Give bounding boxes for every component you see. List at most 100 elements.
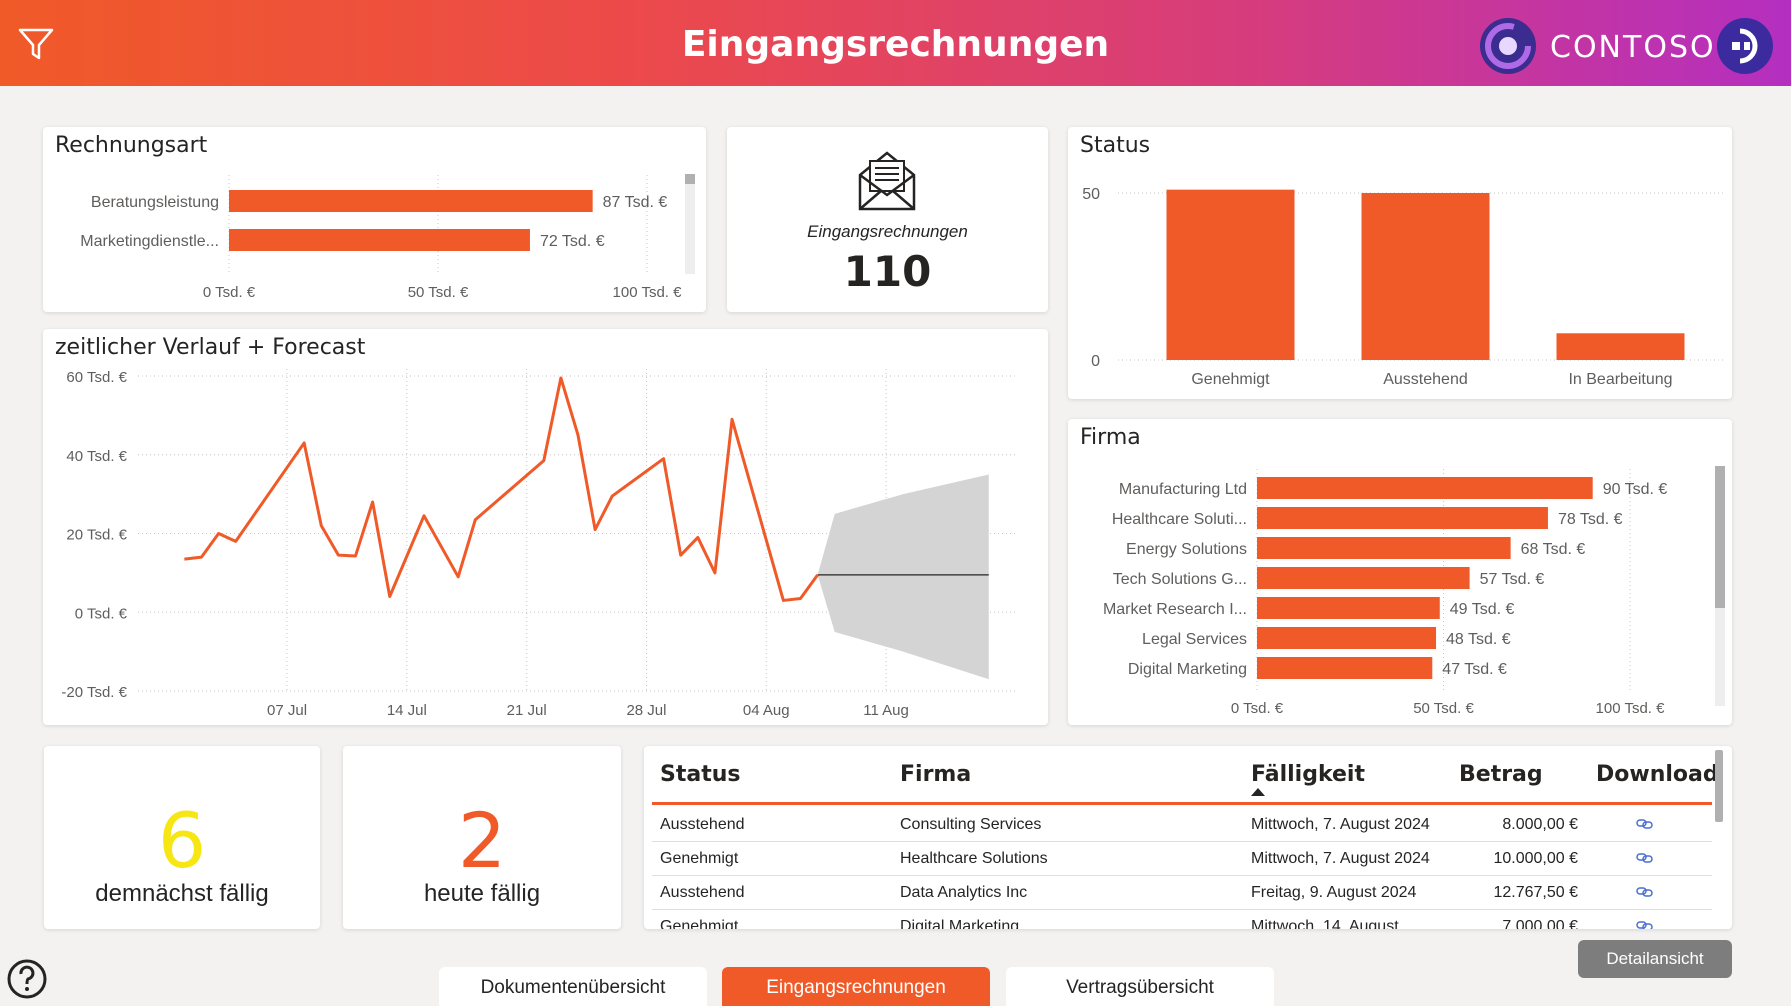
data-label: 49 Tsd. € (1450, 601, 1515, 618)
bar (1166, 189, 1295, 360)
x-tick-label: 0 Tsd. € (203, 284, 256, 301)
help-icon[interactable] (6, 958, 48, 1000)
bar (1257, 537, 1511, 559)
kpi-value: 110 (843, 247, 932, 296)
card-title: Status (1080, 133, 1151, 158)
firma-cell: Healthcare Solutions (900, 850, 1048, 867)
y-tick-label: 0 Tsd. € (75, 605, 128, 622)
category-label: Genehmigt (1191, 371, 1270, 388)
firma-chart: 0 Tsd. € 50 Tsd. € 100 Tsd. € Manufacturing… (1103, 469, 1668, 717)
bar (1257, 627, 1437, 649)
category-label: Tech Solutions G... (1113, 571, 1247, 588)
invoice-table: Status Firma Fälligkeit Betrag Download … (644, 746, 1732, 929)
x-tick-label: 21 Jul (507, 702, 547, 719)
data-label: 90 Tsd. € (1603, 481, 1668, 498)
category-label: Ausstehend (1383, 371, 1468, 388)
firma-cell: Consulting Services (900, 816, 1042, 833)
download-link-icon[interactable] (1636, 920, 1654, 929)
status-chart: 0 50 Genehmigt Ausstehend In Bearbeitung (1082, 186, 1723, 388)
bar (1257, 567, 1470, 589)
category-label: In Bearbeitung (1568, 371, 1672, 388)
col-header-betrag[interactable]: Betrag (1459, 762, 1543, 787)
status-cell: Genehmigt (660, 850, 739, 867)
category-label: Manufacturing Ltd (1119, 481, 1247, 498)
bar (229, 190, 593, 212)
table-row[interactable]: Ausstehend Consulting Services Mittwoch, 7… (652, 808, 1712, 842)
data-label: 78 Tsd. € (1558, 511, 1623, 528)
brand-name: CONTOSO (1550, 30, 1716, 65)
due-soon-card: 6 demnächst fällig (44, 746, 320, 929)
y-tick-label: 40 Tsd. € (66, 448, 127, 465)
col-header-status[interactable]: Status (660, 762, 741, 787)
download-link-icon[interactable] (1636, 886, 1654, 898)
col-header-faelligkeit[interactable]: Fälligkeit (1251, 762, 1365, 787)
x-tick-label: 50 Tsd. € (408, 284, 469, 301)
header-underline (652, 802, 1712, 805)
table-row[interactable]: Genehmigt Healthcare Solutions Mittwoch, 7… (652, 842, 1712, 876)
status-card: Status 0 50 Genehmigt Ausstehend In Bearbeit… (1068, 127, 1732, 399)
col-header-download[interactable]: Download (1596, 762, 1719, 787)
x-tick-label: 50 Tsd. € (1413, 700, 1474, 717)
data-label: 57 Tsd. € (1480, 571, 1545, 588)
firma-card: Firma 0 Tsd. € 50 Tsd. € 100 Tsd. € Manufac… (1068, 419, 1732, 725)
scrollbar[interactable] (1715, 750, 1725, 925)
y-tick-label: 60 Tsd. € (66, 369, 127, 386)
scrollbar[interactable] (685, 174, 695, 274)
contoso-logo-icon (1480, 18, 1536, 74)
x-tick-label: 07 Jul (267, 702, 307, 719)
x-tick-label: 14 Jul (387, 702, 427, 719)
tab-eingangsrechnungen[interactable]: Eingangsrechnungen (722, 967, 990, 1006)
rechnungsart-chart: 0 Tsd. € 50 Tsd. € 100 Tsd. € Beratungsleis… (80, 175, 683, 301)
bar (1361, 193, 1490, 360)
page-title: Eingangsrechnungen (681, 24, 1110, 65)
x-tick-label: 0 Tsd. € (1231, 700, 1284, 717)
status-cell: Genehmigt (660, 918, 739, 929)
header-bar: Eingangsrechnungen CONTOSO (0, 0, 1791, 86)
verlauf-card: zeitlicher Verlauf + Forecast 60 Tsd. € 4… (43, 329, 1048, 725)
app-nav-icon[interactable] (1716, 17, 1774, 75)
data-label: 48 Tsd. € (1446, 631, 1511, 648)
due-today-label: heute fällig (423, 880, 541, 907)
category-label: Marketingdienstle... (80, 233, 219, 250)
x-tick-label: 04 Aug (743, 702, 790, 719)
due-today-card: 2 heute fällig (343, 746, 621, 929)
x-tick-label: 11 Aug (863, 702, 909, 719)
sort-ascending-icon (1251, 788, 1265, 796)
category-label: Beratungsleistung (91, 194, 219, 211)
status-cell: Ausstehend (660, 884, 745, 901)
faelligkeit-cell: Mittwoch, 14. August (1251, 918, 1399, 929)
x-tick-label: 100 Tsd. € (1596, 700, 1666, 717)
y-tick-label: 20 Tsd. € (66, 527, 127, 544)
kpi-label: Eingangsrechnungen (807, 222, 968, 241)
faelligkeit-cell: Mittwoch, 7. August 2024 (1251, 850, 1430, 867)
firma-cell: Digital Marketing (900, 918, 1020, 929)
detailansicht-button[interactable]: Detailansicht (1578, 940, 1732, 978)
betrag-cell: 8.000,00 € (1502, 816, 1578, 833)
download-link-icon[interactable] (1636, 818, 1654, 830)
download-link-icon[interactable] (1636, 852, 1654, 864)
data-label: 87 Tsd. € (603, 194, 668, 211)
card-title: Rechnungsart (55, 133, 208, 158)
scrollbar[interactable] (1715, 466, 1725, 706)
table-row[interactable]: Genehmigt Digital Marketing Mittwoch, 14. … (652, 910, 1712, 929)
due-soon-value: 6 (157, 796, 207, 885)
table-row[interactable]: Ausstehend Data Analytics Inc Freitag, 9. … (652, 876, 1712, 910)
tab-vertragsuebersicht[interactable]: Vertragsübersicht (1006, 967, 1274, 1006)
col-header-firma[interactable]: Firma (900, 762, 972, 787)
y-tick-label: 0 (1091, 353, 1100, 370)
due-soon-label: demnächst fällig (95, 880, 269, 907)
series-line (184, 376, 819, 602)
bar (1257, 477, 1593, 499)
filter-icon[interactable] (16, 24, 56, 64)
card-title: Firma (1080, 425, 1141, 450)
category-label: Digital Marketing (1128, 661, 1247, 678)
betrag-cell: 10.000,00 € (1493, 850, 1578, 867)
envelope-icon (858, 151, 916, 211)
betrag-cell: 7.000,00 € (1502, 918, 1578, 929)
bar (1257, 597, 1440, 619)
bar (229, 229, 530, 251)
tab-dokumentenuebersicht[interactable]: Dokumentenübersicht (439, 967, 707, 1006)
x-tick-label: 100 Tsd. € (613, 284, 683, 301)
y-tick-label: -20 Tsd. € (61, 684, 127, 701)
firma-cell: Data Analytics Inc (900, 884, 1028, 901)
